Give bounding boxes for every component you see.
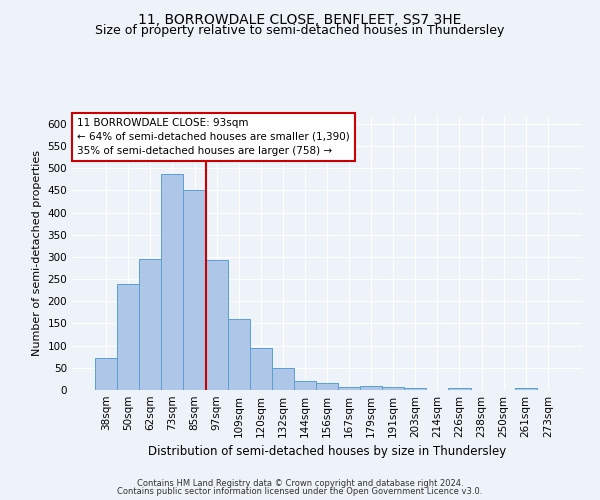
Text: Contains HM Land Registry data © Crown copyright and database right 2024.: Contains HM Land Registry data © Crown c… bbox=[137, 478, 463, 488]
Text: 11, BORROWDALE CLOSE, BENFLEET, SS7 3HE: 11, BORROWDALE CLOSE, BENFLEET, SS7 3HE bbox=[139, 12, 461, 26]
Bar bbox=[360, 386, 382, 390]
Bar bbox=[206, 260, 227, 390]
Bar bbox=[515, 388, 537, 390]
Bar bbox=[161, 174, 184, 390]
Bar bbox=[184, 190, 206, 390]
Bar bbox=[139, 259, 161, 390]
Bar bbox=[294, 381, 316, 390]
Bar bbox=[272, 368, 294, 390]
Bar bbox=[404, 388, 427, 390]
Text: Contains public sector information licensed under the Open Government Licence v3: Contains public sector information licen… bbox=[118, 487, 482, 496]
Text: 11 BORROWDALE CLOSE: 93sqm
← 64% of semi-detached houses are smaller (1,390)
35%: 11 BORROWDALE CLOSE: 93sqm ← 64% of semi… bbox=[77, 118, 350, 156]
Bar bbox=[95, 358, 117, 390]
Text: Size of property relative to semi-detached houses in Thundersley: Size of property relative to semi-detach… bbox=[95, 24, 505, 37]
Bar bbox=[227, 319, 250, 390]
Bar bbox=[250, 348, 272, 390]
X-axis label: Distribution of semi-detached houses by size in Thundersley: Distribution of semi-detached houses by … bbox=[148, 446, 506, 458]
Bar bbox=[448, 388, 470, 390]
Bar bbox=[338, 387, 360, 390]
Bar bbox=[117, 284, 139, 390]
Y-axis label: Number of semi-detached properties: Number of semi-detached properties bbox=[32, 150, 42, 356]
Bar bbox=[382, 388, 404, 390]
Bar bbox=[316, 384, 338, 390]
